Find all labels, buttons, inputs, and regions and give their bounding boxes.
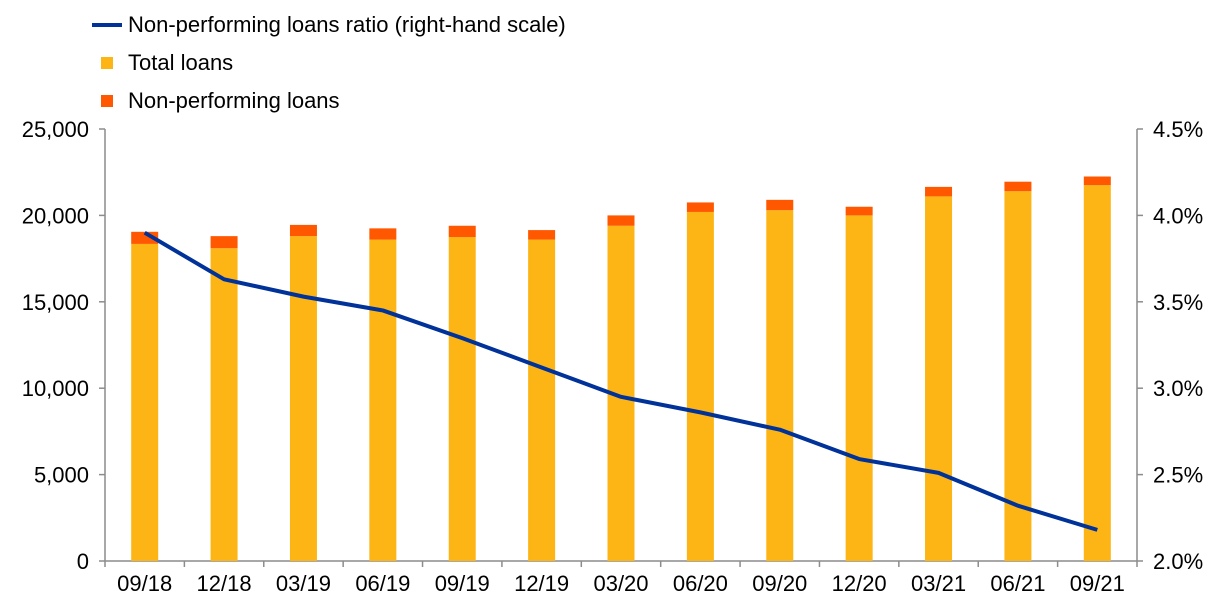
tick-labels-group: 0 5,000 10,000 15,000 20,000 25,000 2.0% 2.5% 3.…	[22, 117, 1203, 596]
bar-total-loans	[369, 239, 397, 562]
x-tick-label: 06/21	[990, 571, 1045, 596]
bar-non-performing-loans	[686, 202, 714, 212]
line-group	[143, 230, 1098, 532]
x-tick-label: 06/19	[355, 571, 410, 596]
x-tick-label: 12/20	[832, 571, 887, 596]
bar-total-loans	[845, 215, 873, 561]
left-tick-label: 15,000	[22, 290, 89, 315]
bar-total-loans	[1004, 191, 1032, 561]
x-tick-label: 12/18	[197, 571, 252, 596]
right-tick-label: 4.5%	[1153, 117, 1203, 142]
bar-total-loans	[528, 239, 556, 562]
line-npl-ratio	[143, 230, 1098, 532]
bar-non-performing-loans	[210, 236, 238, 249]
legend-label-total-loans: Total loans	[128, 50, 234, 75]
bar-total-loans	[131, 243, 159, 562]
bar-total-loans	[766, 210, 794, 561]
bar-non-performing-loans	[1004, 181, 1032, 192]
bar-non-performing-loans	[1083, 176, 1111, 186]
bar-non-performing-loans	[845, 206, 873, 216]
chart-legend: Non-performing loans ratio (right-hand s…	[92, 6, 566, 120]
bar-non-performing-loans	[289, 224, 317, 237]
bar-total-loans	[925, 196, 953, 561]
bar-total-loans	[210, 248, 238, 561]
right-tick-label: 2.0%	[1153, 549, 1203, 574]
bar-total-loans	[289, 236, 317, 562]
x-tick-label: 03/20	[593, 571, 648, 596]
right-tick-label: 3.5%	[1153, 290, 1203, 315]
bar-non-performing-loans	[369, 228, 397, 240]
bar-non-performing-loans	[528, 230, 556, 240]
left-tick-label: 10,000	[22, 376, 89, 401]
right-tick-label: 3.0%	[1153, 376, 1203, 401]
legend-item-total-loans: Total loans	[92, 44, 566, 82]
x-tick-label: 09/19	[435, 571, 490, 596]
legend-item-npl: Non-performing loans	[92, 82, 566, 120]
legend-box-swatch	[101, 95, 113, 107]
legend-label-npl-ratio: Non-performing loans ratio (right-hand s…	[128, 12, 566, 37]
left-tick-label: 5,000	[34, 463, 89, 488]
legend-label-npl: Non-performing loans	[128, 88, 340, 113]
legend-line-swatch	[92, 23, 122, 27]
x-tick-label: 06/20	[673, 571, 728, 596]
left-tick-label: 25,000	[22, 117, 89, 142]
x-tick-label: 03/19	[276, 571, 331, 596]
right-tick-label: 4.0%	[1153, 203, 1203, 228]
x-tick-label: 12/19	[514, 571, 569, 596]
x-tick-label: 09/18	[117, 571, 172, 596]
bar-non-performing-loans	[448, 225, 476, 237]
x-tick-label: 09/21	[1070, 571, 1125, 596]
x-tick-label: 09/20	[752, 571, 807, 596]
bar-total-loans	[686, 211, 714, 561]
left-tick-label: 0	[77, 549, 89, 574]
x-tick-label: 03/21	[911, 571, 966, 596]
bars-group	[131, 176, 1111, 562]
bar-non-performing-loans	[766, 199, 794, 211]
legend-item-npl-ratio: Non-performing loans ratio (right-hand s…	[92, 6, 566, 44]
legend-box-swatch	[101, 57, 113, 69]
left-tick-label: 20,000	[22, 203, 89, 228]
right-tick-label: 2.5%	[1153, 463, 1203, 488]
bar-total-loans	[1083, 185, 1111, 561]
bar-non-performing-loans	[925, 186, 953, 197]
bar-non-performing-loans	[607, 215, 635, 226]
bar-total-loans	[448, 237, 476, 561]
